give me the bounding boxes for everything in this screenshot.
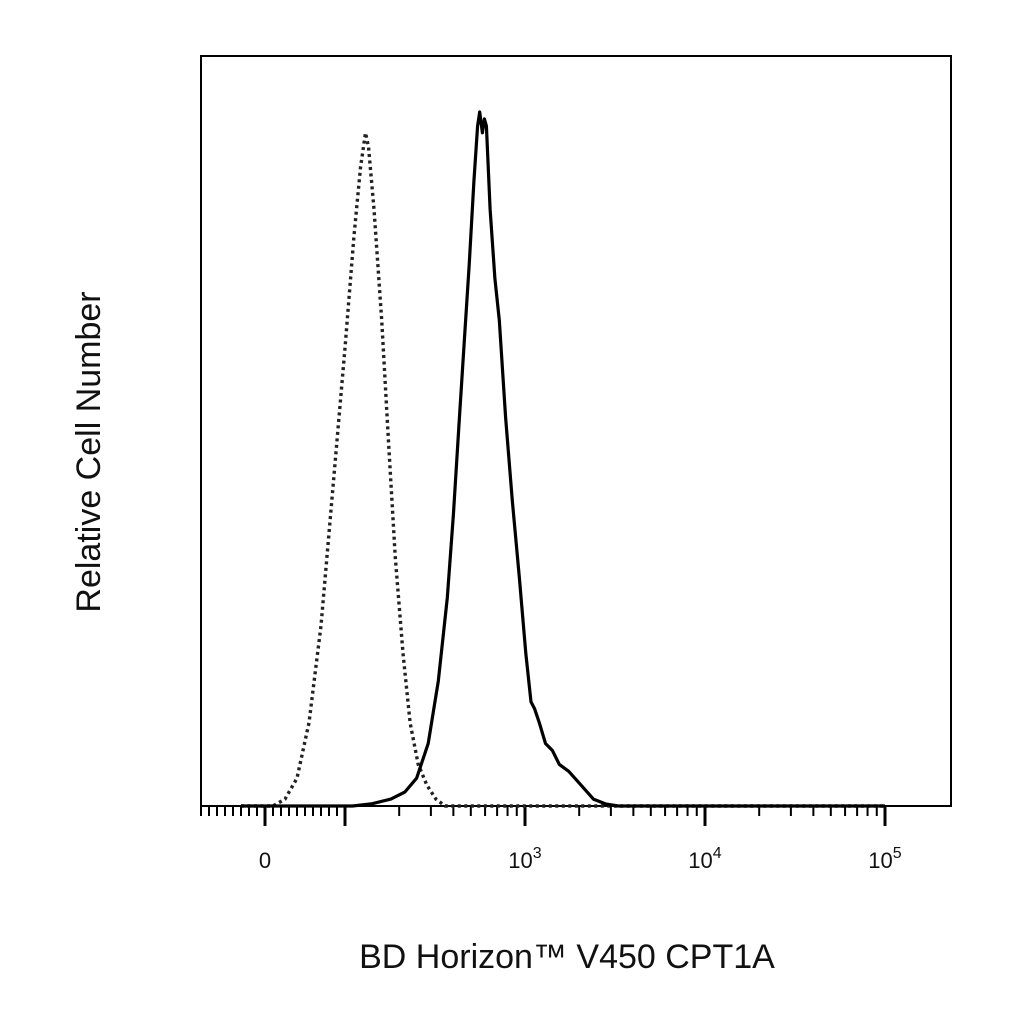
x-axis-label: BD Horizon™ V450 CPT1A <box>359 938 775 976</box>
dotted-histogram-line <box>241 131 885 808</box>
series-layer <box>241 110 885 808</box>
x-tick-label: 105 <box>868 845 901 873</box>
x-tick-label: 104 <box>688 845 721 873</box>
x-axis-ticks <box>200 806 887 826</box>
x-tick-labels: 0 103 104 105 <box>259 845 902 873</box>
solid-histogram-line <box>241 110 885 808</box>
x-tick-label: 0 <box>259 848 271 873</box>
x-tick-label: 103 <box>508 845 541 873</box>
y-axis-label: Relative Cell Number <box>70 291 108 612</box>
